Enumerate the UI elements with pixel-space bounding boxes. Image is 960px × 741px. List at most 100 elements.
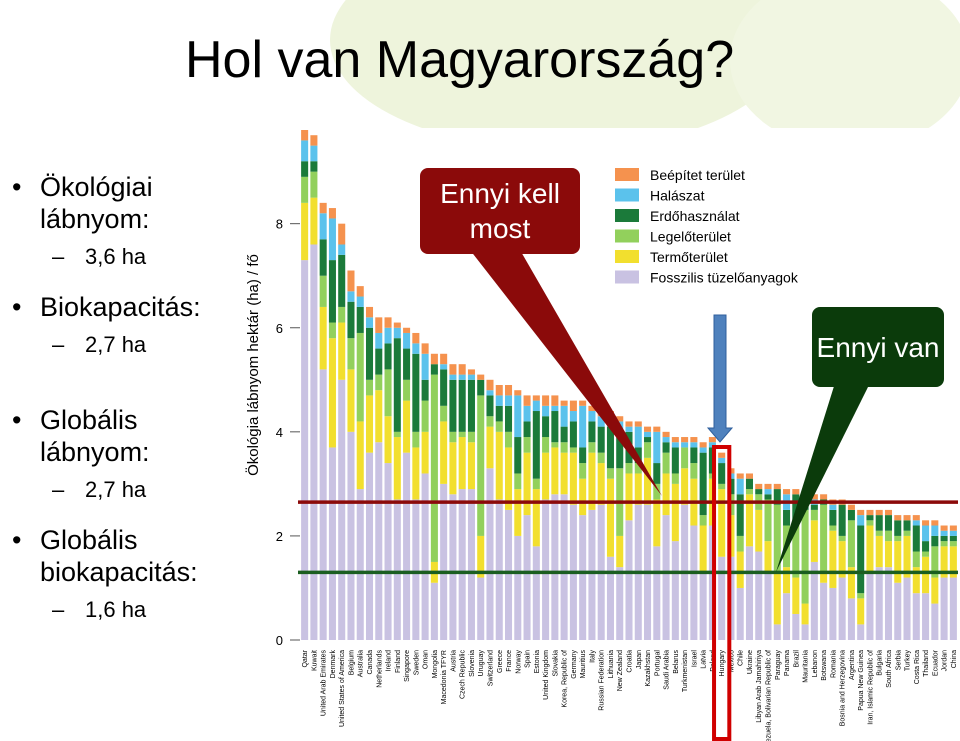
bar-segment	[949, 535, 957, 542]
x-tick-label: Israel	[691, 650, 698, 668]
bar-segment	[486, 426, 494, 469]
x-tick-label: Venezuela, Bolivarian Republic of	[766, 650, 773, 741]
x-tick-label: Slovakia	[552, 650, 559, 677]
bar-segment	[375, 348, 383, 375]
bar-segment	[699, 442, 707, 448]
bar-segment	[634, 473, 642, 505]
x-tick-label: Lebanon	[812, 650, 819, 677]
bar-segment	[792, 577, 800, 614]
bar-segment	[745, 494, 754, 547]
bar-segment	[653, 546, 661, 640]
bar-segment	[801, 624, 809, 640]
legend-swatch	[615, 168, 639, 181]
bar-segment	[690, 463, 698, 479]
bar-segment	[588, 405, 596, 412]
bar-segment	[764, 483, 772, 490]
x-tick-label: France	[506, 650, 513, 672]
bar-segment	[467, 431, 475, 443]
bar-segment	[829, 509, 837, 526]
x-tick-label: Ecuador	[932, 649, 939, 676]
x-tick-label: Austria	[450, 650, 457, 672]
bar-segment	[421, 379, 429, 401]
bar-segment	[486, 416, 494, 427]
bar-segment	[430, 364, 438, 375]
bar-segment	[792, 494, 800, 521]
bar-segment	[328, 338, 336, 448]
bar-segment	[486, 390, 494, 396]
bar-segment	[616, 431, 624, 469]
bar-segment	[338, 244, 346, 255]
bar-segment	[523, 437, 531, 453]
bar-segment	[579, 447, 587, 464]
bar-segment	[495, 385, 503, 396]
legend-label: Termőterület	[650, 249, 728, 265]
bar-segment	[792, 489, 800, 495]
bar-segment	[810, 509, 818, 521]
bar-segment	[514, 390, 522, 396]
bar-segment	[551, 411, 559, 443]
bar-segment	[718, 556, 726, 640]
bar-segment	[588, 442, 596, 453]
bar-segment	[736, 478, 744, 495]
bar-segment	[393, 338, 401, 432]
bar-segment	[801, 603, 809, 625]
bar-segment	[829, 530, 837, 588]
x-tick-label: Jordan	[942, 650, 949, 672]
bar-segment	[903, 530, 911, 536]
bar-segment	[718, 489, 726, 557]
bar-segment	[912, 525, 920, 552]
bar-segment	[681, 468, 689, 505]
bar-segment	[430, 374, 438, 562]
bar-segment	[430, 353, 438, 365]
x-tick-label: China	[951, 650, 958, 668]
bar-segment	[579, 405, 587, 448]
x-tick-label: Romania	[830, 650, 837, 678]
bar-segment	[458, 437, 466, 490]
x-tick-label: Switzerland	[487, 650, 494, 686]
x-tick-label: Iran, Islamic Republic of	[867, 650, 874, 725]
bar-segment	[569, 400, 577, 412]
bar-segment	[384, 463, 392, 640]
bar-segment	[671, 437, 679, 443]
bar-segment	[523, 395, 531, 406]
bar-segment	[532, 411, 540, 479]
bar-segment	[894, 535, 902, 542]
bar-segment	[467, 374, 475, 380]
bar-segment	[644, 457, 652, 505]
bar-segment	[708, 442, 716, 448]
bar-segment	[338, 322, 346, 380]
bar-segment	[616, 416, 624, 422]
bar-segment	[810, 561, 818, 640]
bar-segment	[671, 541, 679, 640]
bar-segment	[671, 447, 679, 474]
bar-segment	[514, 395, 522, 438]
bar-segment	[949, 546, 957, 578]
bar-segment	[810, 494, 818, 500]
bar-segment	[922, 525, 930, 542]
bar-segment	[745, 489, 754, 495]
bar-segment	[792, 520, 800, 578]
bar-segment	[356, 332, 364, 422]
bar-segment	[922, 551, 930, 557]
x-tick-label: New Zealand	[617, 650, 624, 691]
bar-segment	[606, 478, 614, 557]
x-tick-label: Australia	[358, 650, 365, 677]
bar-segment	[931, 603, 939, 640]
bar-segment	[301, 260, 309, 640]
bar-segment	[875, 515, 883, 531]
bar-segment	[644, 442, 652, 458]
y-tick-label: 2	[276, 529, 283, 544]
bar-segment	[884, 530, 893, 542]
bar-segment	[338, 254, 346, 307]
bar-segment	[542, 395, 550, 406]
bullet-list: Ökológiai lábnyom: 3,6 ha Biokapacitás: …	[10, 172, 250, 645]
bar-segment	[495, 405, 503, 422]
legend-swatch	[615, 188, 639, 202]
bar-segment	[625, 421, 633, 427]
bar-segment	[931, 520, 939, 526]
bar-segment	[449, 442, 457, 495]
bar-segment	[588, 411, 596, 422]
x-tick-label: Sweden	[413, 650, 420, 675]
x-tick-label: Ireland	[386, 650, 393, 672]
x-tick-label: United Kingdom	[543, 650, 550, 700]
